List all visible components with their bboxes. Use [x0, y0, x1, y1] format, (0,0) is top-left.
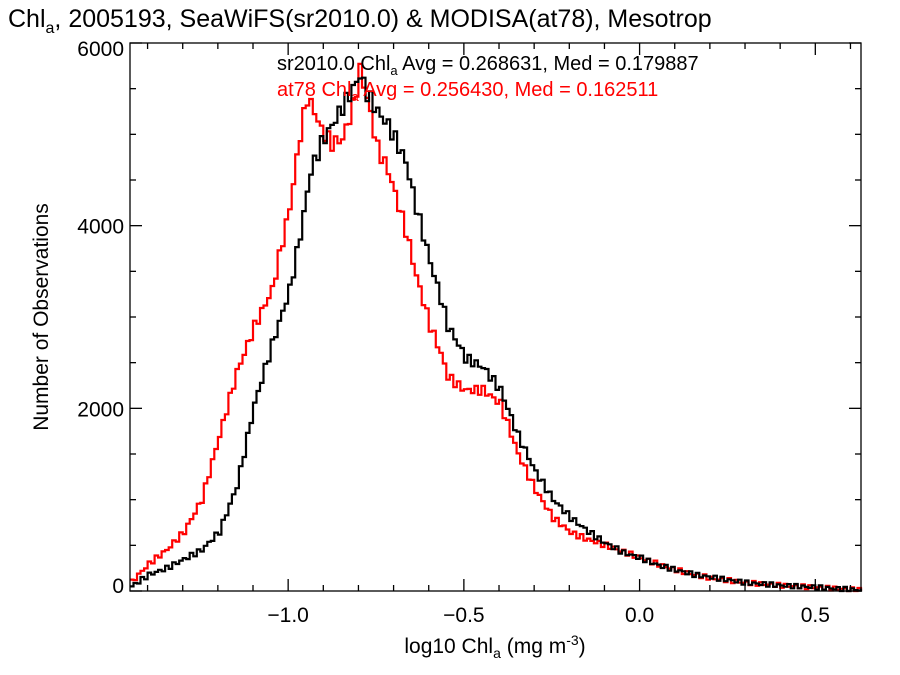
y-tick-label: 2000	[77, 398, 124, 421]
series-sr2010-0-line	[130, 76, 863, 593]
y-tick-label: 6000	[77, 38, 124, 61]
x-tick-label: 0.5	[801, 604, 830, 627]
y-tick-label: 0	[112, 575, 124, 598]
chart-title: Chla, 2005193, SeaWiFS(sr2010.0) & MODIS…	[8, 5, 712, 37]
x-tick-label: −0.5	[443, 604, 484, 627]
y-tick-label: 4000	[77, 216, 124, 239]
legend-entry: sr2010.0 Chla Avg = 0.268631, Med = 0.17…	[277, 53, 699, 78]
series-layer	[130, 62, 863, 593]
x-tick-label: −1.0	[267, 604, 308, 627]
legend: sr2010.0 Chla Avg = 0.268631, Med = 0.17…	[277, 53, 699, 104]
plot-frame	[129, 42, 862, 592]
axes-layer: −1.0 −0.5 0.0 0.5 0 2000 4000 6000	[77, 38, 862, 627]
x-axis-label: log10 Chla (mg m-3)	[404, 632, 585, 661]
series-at78-line	[130, 62, 863, 593]
y-axis-label: Number of Observations	[30, 203, 53, 431]
legend-entry: at78 Chla Avg = 0.256430, Med = 0.162511	[277, 79, 658, 104]
x-tick-label: 0.0	[625, 604, 654, 627]
